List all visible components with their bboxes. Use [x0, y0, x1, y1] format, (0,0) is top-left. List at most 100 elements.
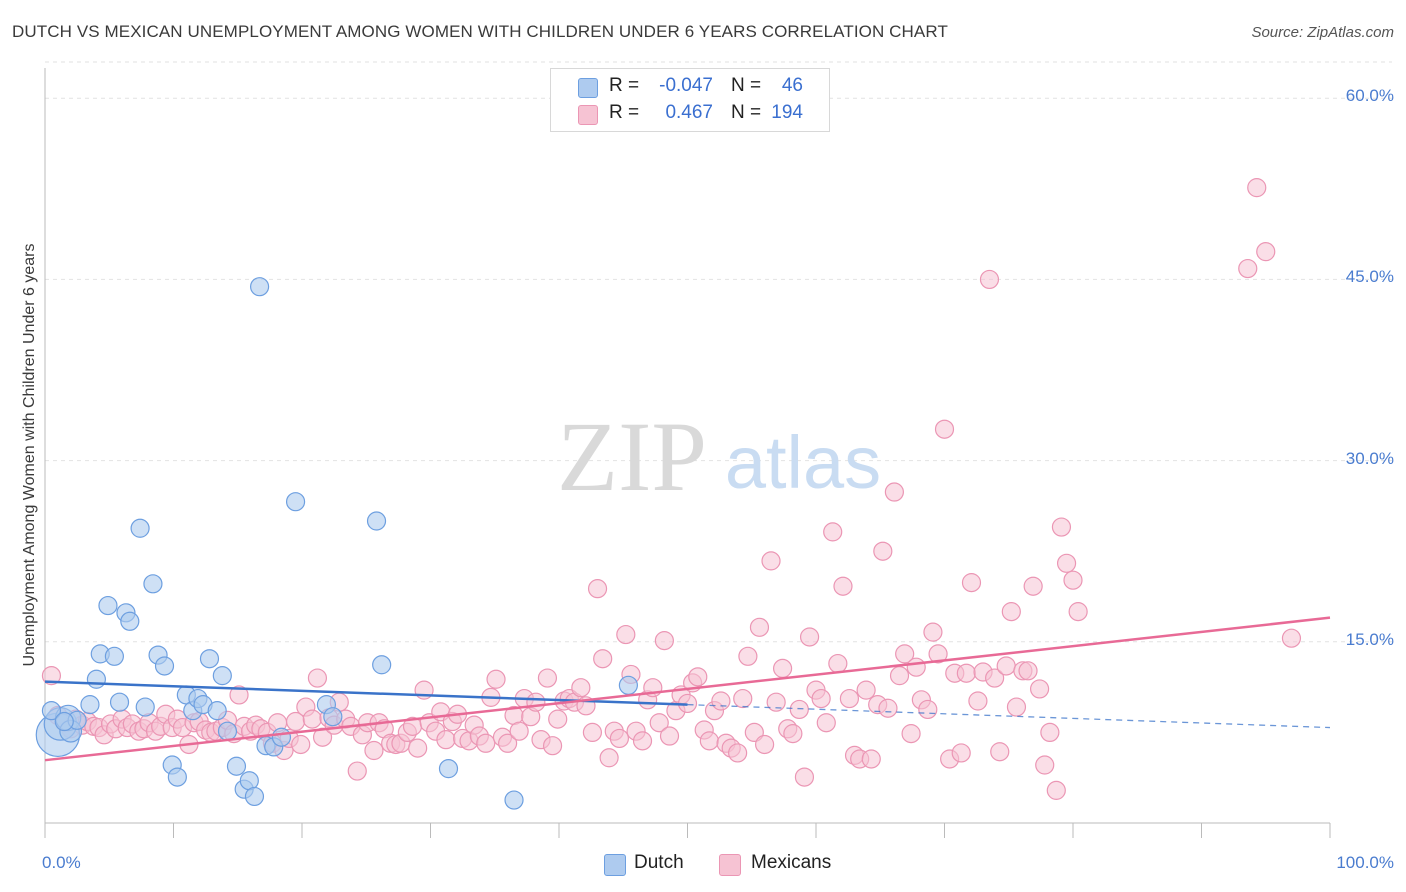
mexicans-point — [1063, 570, 1083, 590]
dutch-point — [618, 675, 638, 695]
mexicans-point — [928, 644, 948, 664]
x-tick-label-max: 100.0% — [1336, 853, 1394, 872]
mexicans-point — [302, 709, 322, 729]
dutch-point — [438, 759, 459, 779]
dutch-swatch — [578, 78, 598, 98]
mexicans-point — [548, 709, 568, 729]
mexicans-point — [509, 721, 529, 741]
dutch-point — [130, 518, 150, 538]
mexicans-point — [1046, 780, 1066, 800]
dutch-point — [212, 666, 232, 686]
mexicans-point — [728, 743, 748, 763]
mexicans-point — [498, 733, 518, 753]
legend-r-label: R = — [609, 75, 640, 96]
mexicans-point — [582, 722, 603, 743]
dutch-point — [244, 786, 265, 807]
mexicans-legend-swatch — [719, 854, 741, 876]
mexicans-point — [1018, 661, 1038, 681]
dutch-point — [366, 511, 387, 531]
legend-n-value: 46 — [781, 75, 803, 96]
mexicans-point — [878, 698, 898, 718]
series-legend: Dutch Mexicans — [0, 852, 1406, 878]
mexicans-point — [1040, 722, 1060, 743]
legend-n-value: 194 — [771, 102, 803, 123]
mexicans-point — [229, 685, 249, 705]
dutch-trend-extension — [687, 703, 1331, 729]
mexicans-point — [789, 699, 809, 720]
dutch-point — [109, 692, 130, 712]
dutch-point — [86, 669, 107, 689]
grid-lines — [45, 61, 1392, 643]
dutch-point — [54, 711, 74, 732]
dutch-point — [41, 701, 62, 721]
mexicans-point — [476, 733, 496, 753]
dutch-legend-label: Dutch — [634, 852, 684, 873]
mexicans-point — [961, 573, 982, 593]
watermark: ZIP atlas — [557, 401, 881, 512]
mexicans-point — [895, 644, 915, 664]
mexicans-point — [688, 667, 708, 687]
mexicans-point — [979, 269, 1000, 290]
dutch-point — [98, 595, 118, 616]
mexicans-point — [816, 713, 836, 733]
mexicans-point — [307, 668, 328, 688]
mexicans-point — [985, 668, 1005, 688]
mexicans-point — [659, 726, 680, 746]
dutch-point — [249, 277, 270, 297]
mexicans-point — [654, 631, 674, 651]
watermark-atlas: atlas — [725, 421, 881, 504]
mexicans-point — [906, 657, 926, 677]
mexicans-point — [811, 688, 831, 709]
dutch-point — [207, 701, 227, 721]
mexicans-point — [1281, 628, 1302, 648]
mexicans-point — [1051, 517, 1072, 537]
mexicans-point — [856, 680, 876, 700]
y-tick-label: 15.0% — [1345, 629, 1394, 649]
dutch-point — [504, 790, 524, 810]
chart-title: DUTCH VS MEXICAN UNEMPLOYMENT AMONG WOME… — [12, 22, 948, 41]
dutch-point — [120, 611, 140, 631]
mexicans-point — [738, 646, 758, 666]
mexicans-point — [951, 743, 971, 763]
dutch-point — [372, 655, 392, 675]
dutch-point — [199, 649, 220, 669]
mexicans-point — [291, 734, 311, 755]
mexicans-point — [436, 730, 456, 750]
legend-n-label: N = — [731, 75, 762, 96]
dutch-point — [154, 656, 175, 676]
mexicans-point — [884, 482, 904, 502]
dutch-point — [135, 697, 155, 717]
mexicans-point — [364, 740, 384, 761]
mexicans-point — [839, 688, 860, 709]
mexicans-point — [1247, 178, 1267, 198]
mexicans-point — [599, 748, 619, 768]
mexicans-point — [609, 728, 629, 749]
mexicans-point — [761, 551, 781, 571]
legend: R = -0.047 N = 46 R = 0.467 N = 194 — [550, 68, 830, 132]
mexicans-point — [889, 666, 910, 686]
mexicans-point — [542, 736, 563, 756]
watermark-zip: ZIP — [557, 401, 707, 512]
dutch-point — [80, 695, 100, 715]
mexicans-legend-label: Mexicans — [751, 852, 832, 873]
legend-row-dutch: R = -0.047 N = 46 — [551, 75, 829, 99]
dutch-point — [143, 574, 163, 594]
mexicans-point — [1006, 697, 1027, 717]
mexicans-point — [733, 688, 753, 709]
y-tick-label: 45.0% — [1345, 267, 1394, 287]
mexicans-point — [649, 713, 669, 733]
mexicans-point — [1056, 553, 1077, 573]
mexicans-point — [996, 656, 1016, 676]
legend-row-mexicans: R = 0.467 N = 194 — [551, 102, 829, 126]
mexicans-point — [990, 742, 1010, 762]
mexicans-point — [794, 767, 815, 787]
legend-n-label: N = — [731, 102, 762, 123]
mexicans-point — [799, 627, 820, 647]
mexicans-point — [1256, 242, 1276, 262]
chart-source: Source: ZipAtlas.com — [1251, 24, 1394, 41]
mexicans-point — [968, 691, 988, 711]
mexicans-point — [1238, 258, 1258, 279]
legend-r-value: -0.047 — [659, 75, 713, 96]
mexicans-point — [593, 649, 613, 669]
